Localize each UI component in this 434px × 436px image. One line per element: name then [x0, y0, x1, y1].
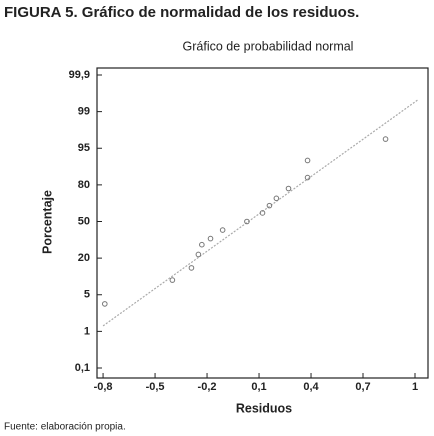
y-axis-label: Porcentaje	[40, 190, 54, 254]
data-point	[207, 235, 214, 242]
data-point	[304, 174, 311, 181]
x-tick-label: -0,5	[146, 381, 165, 393]
x-tick-label: 0,1	[251, 381, 266, 393]
y-tick-label: 99,9	[69, 69, 90, 81]
data-point	[266, 202, 273, 209]
y-tick-label: 20	[78, 252, 90, 264]
x-tick-label: -0,2	[198, 381, 217, 393]
data-point	[188, 265, 195, 271]
data-point	[199, 241, 205, 248]
y-tick-label: 5	[84, 289, 90, 301]
data-point	[219, 227, 226, 233]
x-tick-label: 0,4	[303, 381, 319, 393]
data-point	[273, 195, 280, 202]
x-tick-label: 1	[412, 381, 418, 393]
chart-title: Gráfico de probabilidad normal	[183, 39, 354, 53]
x-axis-label: Residuos	[236, 401, 292, 415]
y-tick-label: 50	[78, 215, 90, 227]
data-point	[285, 185, 292, 192]
x-tick-label: -0,8	[94, 381, 113, 393]
data-point	[195, 251, 202, 258]
source-note: Fuente: elaboración propia.	[4, 422, 126, 433]
y-tick-label: 95	[78, 142, 90, 154]
x-tick-label: 0,7	[355, 381, 370, 393]
data-point	[244, 218, 250, 225]
data-point	[304, 157, 311, 164]
y-tick-label: 0,1	[75, 362, 90, 374]
y-tick-label: 80	[78, 179, 90, 191]
figure-caption: FIGURA 5. Gráfico de normalidad de los r…	[4, 4, 359, 21]
data-point	[259, 210, 266, 216]
y-tick-label: 99	[78, 106, 90, 118]
data-point	[382, 136, 389, 142]
data-point	[101, 301, 108, 307]
y-tick-label: 1	[84, 325, 90, 337]
reference-line	[102, 98, 419, 327]
plot-frame	[96, 67, 429, 379]
data-point	[169, 277, 176, 283]
